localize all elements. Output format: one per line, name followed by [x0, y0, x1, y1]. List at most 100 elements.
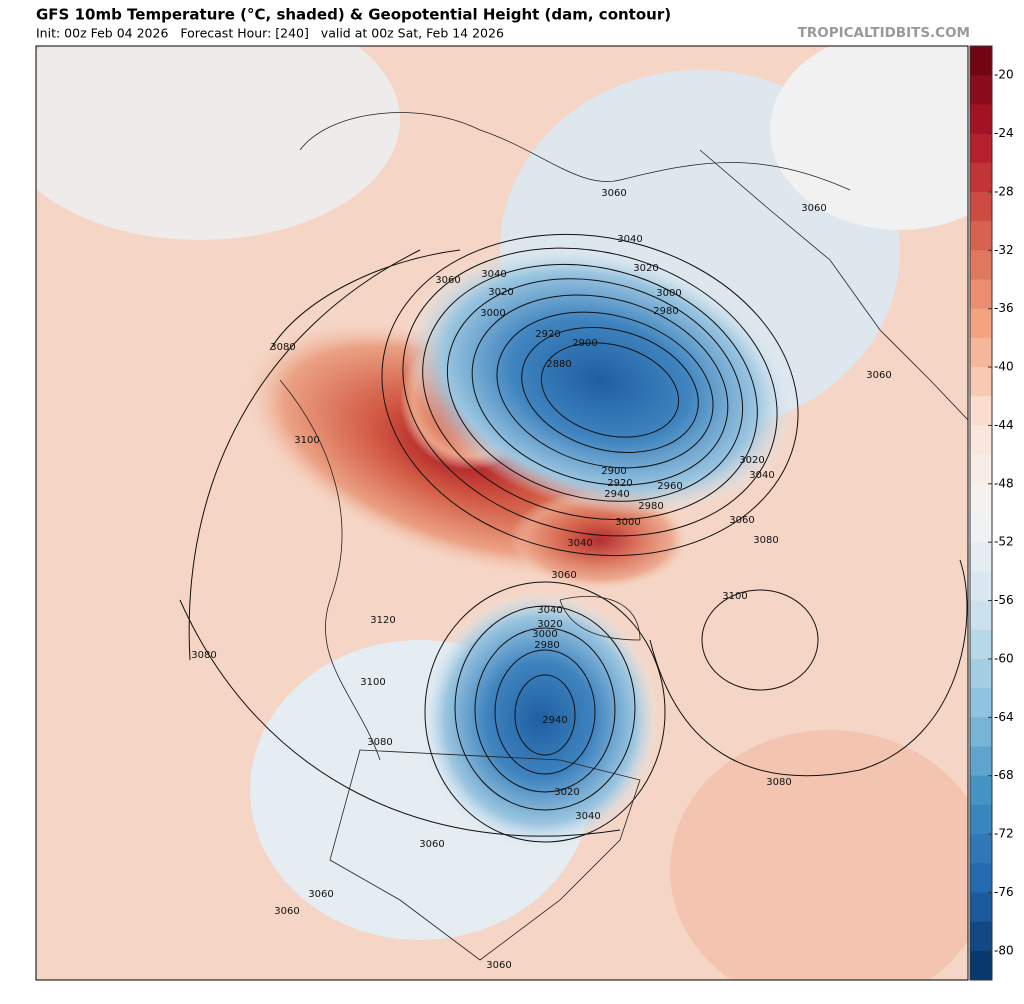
- colorbar-tick-label: -72: [994, 827, 1014, 841]
- colorbar-band: [970, 629, 992, 660]
- colorbar-band: [970, 104, 992, 135]
- colorbar-tick-label: -80: [994, 943, 1014, 957]
- colorbar-tick-label: -24: [994, 126, 1014, 140]
- contour-label: 3100: [722, 591, 747, 602]
- coastlines: [279, 112, 968, 961]
- contour-label: 3060: [274, 906, 299, 917]
- subtitle: Init: 00z Feb 04 2026 Forecast Hour: [24…: [36, 26, 504, 41]
- colorbar-band: [970, 308, 992, 339]
- colorbar-tick-label: -68: [994, 768, 1014, 782]
- contour-label: 3080: [367, 737, 392, 748]
- colorbar-band: [970, 513, 992, 543]
- colorbar-band: [970, 337, 992, 368]
- contour-label: 3060: [419, 839, 444, 850]
- colorbar-band: [970, 921, 992, 952]
- colorbar-tick-label: -56: [994, 593, 1014, 607]
- colorbar-band: [970, 775, 992, 806]
- contour-label: 3120: [370, 615, 395, 626]
- colorbar-tick-label: -44: [994, 418, 1014, 432]
- colorbar-tick-label: -20: [994, 68, 1014, 82]
- colorbar-band: [970, 191, 992, 222]
- contour-label: 3080: [766, 777, 791, 788]
- colorbar-tick-label: -52: [994, 535, 1014, 549]
- colorbar-band: [970, 688, 992, 718]
- colorbar-band: [970, 746, 992, 777]
- colorbar-band: [970, 250, 992, 280]
- contour-label: 2920: [535, 329, 560, 340]
- contour-label: 2900: [601, 466, 626, 477]
- colorbar-tick-label: -48: [994, 476, 1014, 490]
- contour-label: 3060: [729, 515, 754, 526]
- colorbar-tick-label: -28: [994, 184, 1014, 198]
- contour-label: 2940: [604, 489, 629, 500]
- colorbar-band: [970, 571, 992, 602]
- colorbar-tick-label: -64: [994, 710, 1014, 724]
- contour-label: 3100: [360, 677, 385, 688]
- colorbar-band: [970, 279, 992, 310]
- colorbar-band: [970, 834, 992, 864]
- contour-label: 2880: [546, 359, 571, 370]
- contour-label: 3080: [753, 535, 778, 546]
- colorbar-tick-label: -36: [994, 301, 1014, 315]
- contour-label: 2940: [542, 715, 567, 726]
- contour-label: 3020: [488, 287, 513, 298]
- colorbar-tick-label: -76: [994, 885, 1014, 899]
- colorbar-band: [970, 863, 992, 893]
- contour-label: 2980: [653, 306, 678, 317]
- contour-label: 3060: [601, 188, 626, 199]
- contour-label: 3040: [575, 811, 600, 822]
- contour-label: 2980: [534, 640, 559, 651]
- contour-label: 3060: [308, 889, 333, 900]
- contour-label: 3020: [537, 619, 562, 630]
- contour-label: 2900: [572, 338, 597, 349]
- contour-label: 3060: [435, 275, 460, 286]
- contour-label: 3040: [749, 470, 774, 481]
- contour-label: 3020: [633, 263, 658, 274]
- contour-label: 3040: [617, 234, 642, 245]
- contour-label: 3060: [486, 960, 511, 971]
- colorbar-tick-label: -60: [994, 651, 1014, 665]
- contour-label: 3000: [656, 288, 681, 299]
- colorbar-band: [970, 46, 992, 76]
- contour-label: 3060: [866, 370, 891, 381]
- contour-label: 3020: [739, 455, 764, 466]
- contour-label: 3060: [801, 203, 826, 214]
- brand: TROPICALTIDBITS.COM: [798, 25, 970, 41]
- contour-label: 3000: [480, 308, 505, 319]
- contour-label: 2960: [657, 481, 682, 492]
- colorbar-band: [970, 454, 992, 485]
- colorbar-band: [970, 162, 992, 193]
- contours: [179, 233, 968, 843]
- contour-label: 3080: [270, 342, 295, 353]
- title: GFS 10mb Temperature (°C, shaded) & Geop…: [36, 6, 671, 24]
- contour-label: 3040: [567, 538, 592, 549]
- colorbar-band: [970, 892, 992, 923]
- contour-label: 3080: [191, 650, 216, 661]
- contour-label: 3000: [615, 517, 640, 528]
- colorbar-band: [970, 483, 992, 514]
- colorbar-band: [970, 542, 992, 572]
- colorbar-band: [970, 600, 992, 631]
- colorbar-band: [970, 133, 992, 164]
- colorbar-band: [970, 367, 992, 397]
- colorbar-band: [970, 221, 992, 251]
- colorbar-band: [970, 658, 992, 689]
- colorbar-band: [970, 425, 992, 456]
- colorbar-band: [970, 717, 992, 747]
- contour-labels: 3060 3060 3040 3020 3060 3040 3020 3000 3000 2980…: [191, 188, 891, 971]
- map-frame: [35, 45, 969, 981]
- colorbar-band: [970, 804, 992, 835]
- contour-label: 3040: [537, 605, 562, 616]
- contour-label: 3100: [294, 435, 319, 446]
- contour-label: 3040: [481, 269, 506, 280]
- contour-label: 3060: [551, 570, 576, 581]
- contour-label: 2980: [638, 501, 663, 512]
- colorbar-band: [970, 75, 992, 105]
- colorbar-frame: [969, 45, 993, 981]
- colorbar-tick-label: -32: [994, 243, 1014, 257]
- colorbar-tick-label: -40: [994, 360, 1014, 374]
- contour-label: 2920: [607, 478, 632, 489]
